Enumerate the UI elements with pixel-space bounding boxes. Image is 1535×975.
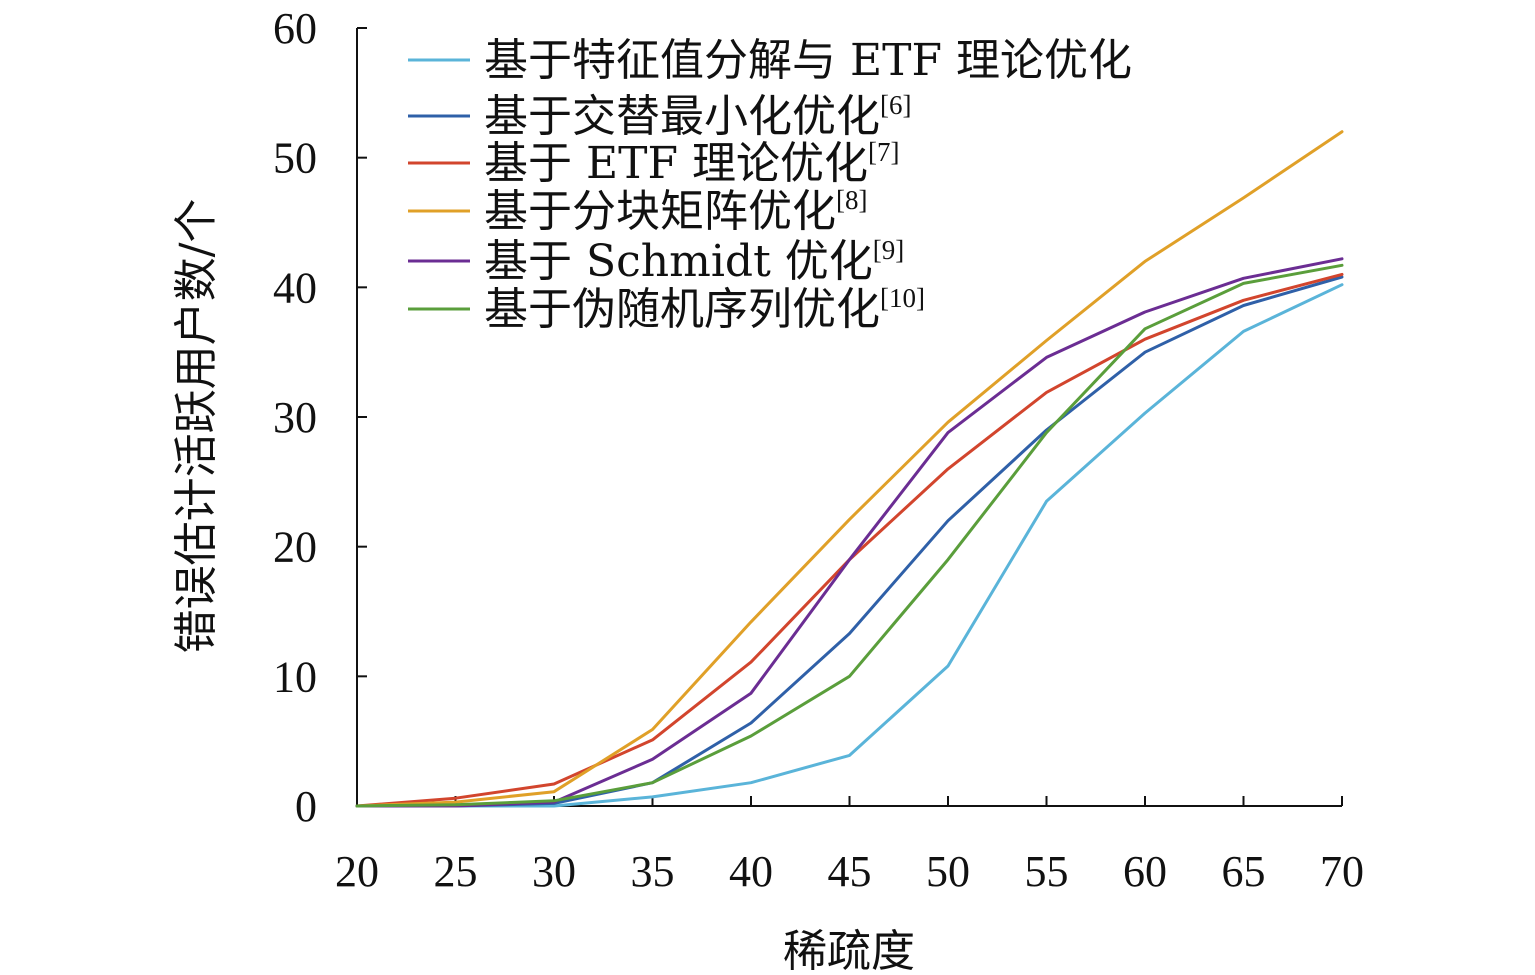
x-tick-label: 25 (434, 847, 478, 896)
x-axis-title: 稀疏度 (783, 926, 915, 975)
series-line-3 (355, 272, 1344, 808)
x-tick-label: 45 (828, 847, 872, 896)
x-ticks: 20 25 30 35 40 45 50 55 60 65 70 (335, 796, 1364, 896)
legend-label-1: 基于特征值分解与 ETF 理论优化 (484, 35, 1132, 86)
series-line-6 (355, 263, 1344, 808)
legend-reference: [8] (836, 185, 867, 215)
series-line-4 (355, 130, 1344, 808)
y-tick-label: 60 (273, 4, 317, 53)
x-tick-label: 50 (926, 847, 970, 896)
legend-label-4: 基于分块矩阵优化[8] (484, 185, 867, 237)
x-tick-label: 55 (1025, 847, 1069, 896)
y-tick-label: 50 (273, 134, 317, 183)
legend-label-6: 基于伪随机序列优化[10] (484, 283, 925, 335)
y-tick-label: 40 (273, 263, 317, 312)
x-tick-label: 35 (631, 847, 675, 896)
x-tick-label: 60 (1123, 847, 1167, 896)
x-tick-label: 40 (729, 847, 773, 896)
x-tick-label: 30 (532, 847, 576, 896)
x-tick-label: 70 (1320, 847, 1364, 896)
series-line-1 (355, 283, 1344, 808)
series-line-5 (355, 257, 1344, 808)
y-ticks: 0 10 20 30 40 50 60 (273, 4, 367, 831)
y-tick-label: 30 (273, 393, 317, 442)
legend-label-3: 基于 ETF 理论优化[7] (484, 137, 899, 189)
y-tick-label: 20 (273, 523, 317, 572)
y-tick-label: 10 (273, 652, 317, 701)
legend-reference: [7] (868, 137, 899, 167)
y-tick-label: 0 (295, 782, 317, 831)
legend-name: 基于 Schmidt 优化 (484, 236, 873, 287)
x-tick-label: 65 (1222, 847, 1266, 896)
x-tick-label: 20 (335, 847, 379, 896)
y-axis-title: 错误估计活跃用户数/个 (171, 199, 222, 654)
legend-label-5: 基于 Schmidt 优化[9] (484, 235, 904, 287)
series-line-2 (355, 275, 1344, 808)
legend-name: 基于分块矩阵优化 (484, 186, 836, 237)
legend-name: 基于 ETF 理论优化 (484, 138, 868, 189)
series-lines (355, 130, 1344, 808)
legend-name: 基于交替最小化优化 (484, 91, 880, 142)
legend-name: 基于特征值分解与 ETF 理论优化 (484, 35, 1132, 86)
legend-reference: [6] (880, 90, 911, 120)
legend-name: 基于伪随机序列优化 (484, 284, 880, 335)
legend-label-2: 基于交替最小化优化[6] (484, 90, 911, 142)
legend-reference: [10] (880, 283, 925, 313)
legend-reference: [9] (873, 235, 904, 265)
